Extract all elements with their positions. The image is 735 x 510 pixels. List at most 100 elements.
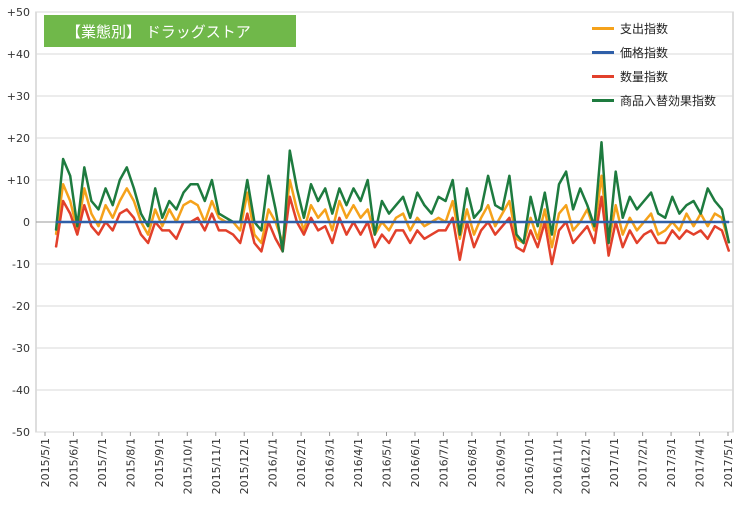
data-point-2: [97, 234, 100, 236]
data-point-3: [622, 217, 624, 219]
x-tick-label: 2015/12/1: [238, 438, 251, 494]
data-point-0: [367, 208, 369, 210]
legend-item-replacement: 商品入替効果指数: [592, 88, 716, 112]
data-point-3: [105, 187, 107, 189]
data-point-1: [693, 221, 695, 223]
data-point-2: [197, 217, 199, 219]
data-point-2: [423, 238, 425, 240]
data-point-1: [515, 221, 518, 223]
data-point-3: [452, 179, 454, 181]
data-point-2: [714, 225, 716, 227]
data-point-2: [204, 229, 206, 231]
y-tick-label: -20: [12, 300, 30, 313]
data-point-2: [161, 229, 163, 231]
data-point-1: [310, 221, 312, 223]
data-point-3: [175, 208, 177, 210]
data-point-1: [83, 221, 85, 223]
data-point-1: [275, 221, 277, 223]
data-point-0: [83, 187, 85, 189]
data-point-0: [97, 225, 100, 227]
data-point-3: [388, 213, 390, 215]
data-point-1: [69, 221, 71, 223]
data-point-1: [579, 221, 581, 223]
y-tick-label: 0: [23, 216, 30, 229]
data-point-2: [430, 234, 433, 236]
data-point-3: [197, 183, 199, 185]
data-point-1: [494, 221, 496, 223]
data-point-0: [289, 179, 291, 181]
data-point-2: [437, 229, 440, 231]
data-point-1: [76, 221, 78, 223]
data-point-1: [147, 221, 149, 223]
data-point-2: [62, 200, 64, 202]
data-point-1: [544, 221, 546, 223]
data-point-3: [671, 196, 673, 198]
data-point-1: [303, 221, 305, 223]
data-point-0: [657, 234, 659, 236]
data-point-0: [147, 234, 149, 236]
data-point-3: [515, 234, 518, 236]
data-point-1: [480, 221, 482, 223]
data-point-3: [190, 183, 192, 185]
data-point-2: [586, 225, 588, 227]
x-tick-label: 2016/9/1: [494, 438, 507, 487]
data-point-3: [303, 217, 305, 219]
data-point-0: [487, 204, 489, 206]
data-point-2: [310, 217, 312, 219]
data-point-2: [593, 242, 596, 244]
data-point-3: [530, 196, 532, 198]
data-point-0: [650, 213, 652, 215]
x-tick-label: 2016/11/1: [551, 438, 564, 494]
data-point-1: [487, 221, 489, 223]
data-point-2: [303, 234, 305, 236]
data-point-2: [608, 255, 610, 257]
data-point-0: [572, 229, 574, 231]
data-point-2: [459, 259, 461, 261]
data-point-3: [728, 242, 730, 244]
data-point-3: [133, 187, 135, 189]
x-tick-label: 2015/10/1: [181, 438, 194, 494]
data-point-3: [282, 250, 284, 252]
data-point-1: [97, 221, 100, 223]
data-point-3: [445, 200, 447, 202]
y-tick-label: +30: [7, 90, 30, 103]
data-point-2: [501, 225, 503, 227]
data-point-1: [388, 221, 390, 223]
data-point-3: [275, 208, 277, 210]
gridlines: [35, 11, 734, 433]
data-point-0: [310, 204, 312, 206]
x-tick-label: 2016/12/1: [580, 438, 593, 494]
x-tick-label: 2016/6/1: [409, 438, 422, 487]
data-point-2: [140, 234, 142, 236]
data-point-2: [409, 242, 411, 244]
data-point-1: [678, 221, 681, 223]
data-point-2: [657, 242, 659, 244]
data-point-2: [523, 250, 525, 252]
data-point-0: [395, 217, 397, 219]
data-point-0: [345, 217, 348, 219]
data-point-3: [523, 242, 525, 244]
data-point-3: [487, 175, 489, 177]
series-line-3: [54, 140, 731, 253]
data-point-2: [445, 229, 447, 231]
data-point-2: [643, 234, 645, 236]
data-point-2: [579, 234, 581, 236]
data-point-0: [331, 229, 333, 231]
data-point-0: [459, 238, 461, 240]
data-point-3: [317, 200, 319, 202]
legend-label-quantity: 数量指数: [620, 69, 669, 84]
x-tick-label: 2017/1/1: [608, 438, 621, 487]
data-point-0: [494, 225, 496, 227]
data-point-2: [416, 229, 418, 231]
data-point-2: [374, 246, 376, 248]
data-point-2: [275, 238, 277, 240]
data-point-1: [700, 221, 702, 223]
data-point-2: [55, 246, 57, 248]
data-point-1: [225, 221, 227, 223]
data-point-1: [360, 221, 362, 223]
data-point-3: [402, 196, 404, 198]
data-point-2: [324, 225, 326, 227]
y-tick-label: -30: [12, 342, 30, 355]
data-point-0: [622, 234, 624, 236]
data-point-2: [707, 238, 709, 240]
